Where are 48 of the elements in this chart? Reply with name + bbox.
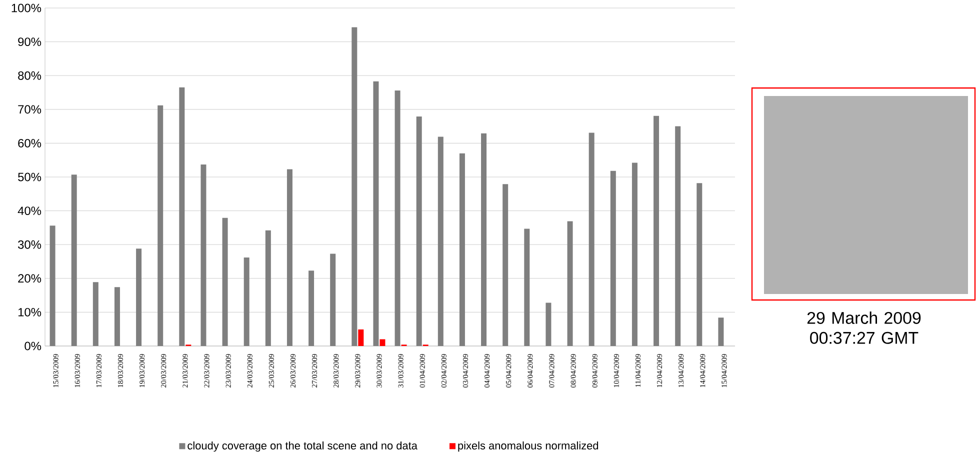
- y-tick-label: 30%: [18, 240, 42, 249]
- bar: [610, 170, 616, 346]
- y-tick-label: 0%: [24, 342, 42, 350]
- legend-label: pixels anomalous normalized: [458, 442, 598, 452]
- bar: [481, 133, 487, 346]
- text: 29 March 2009 00:37:27 GMT: [807, 312, 921, 344]
- bar: [588, 132, 594, 346]
- bar: [92, 282, 98, 346]
- bar: [567, 221, 573, 346]
- bar: [308, 270, 314, 346]
- y-tick-label: 70%: [18, 105, 42, 114]
- bar: [632, 162, 638, 346]
- bar: [718, 318, 724, 346]
- bar: [502, 184, 508, 346]
- bar: [380, 339, 386, 346]
- y-tick-label: 20%: [18, 274, 42, 283]
- y-tick-label: 50%: [18, 172, 42, 182]
- y-tick-label: 100%: [12, 4, 42, 12]
- bar: [158, 105, 164, 346]
- bar: [546, 302, 552, 346]
- bar: [438, 136, 444, 346]
- y-tick-label: 80%: [18, 71, 42, 80]
- y-tick-label: 10%: [18, 308, 42, 316]
- bar: [286, 169, 292, 346]
- bar: [459, 153, 465, 346]
- bar: [50, 226, 56, 346]
- bar: [114, 287, 120, 346]
- bar: [179, 87, 185, 346]
- y-tick-label: 90%: [18, 38, 42, 46]
- bar: [394, 90, 400, 346]
- bar: [352, 27, 358, 346]
- bar: [330, 254, 336, 346]
- bar: [200, 164, 206, 346]
- bar: [222, 218, 228, 346]
- bar: [416, 116, 422, 346]
- bar: [696, 183, 702, 346]
- bar: [265, 230, 271, 346]
- legend-label: cloudy coverage on the total scene and no data: [188, 442, 418, 452]
- bar: [675, 126, 681, 346]
- y-tick-label: 60%: [18, 139, 42, 148]
- bar: [358, 329, 364, 346]
- bar: [136, 248, 142, 346]
- bar: [71, 174, 77, 346]
- bar: [524, 228, 530, 346]
- bar: [373, 81, 379, 346]
- y-tick-label: 40%: [18, 206, 42, 216]
- bar: [654, 116, 660, 346]
- bar: [244, 258, 250, 346]
